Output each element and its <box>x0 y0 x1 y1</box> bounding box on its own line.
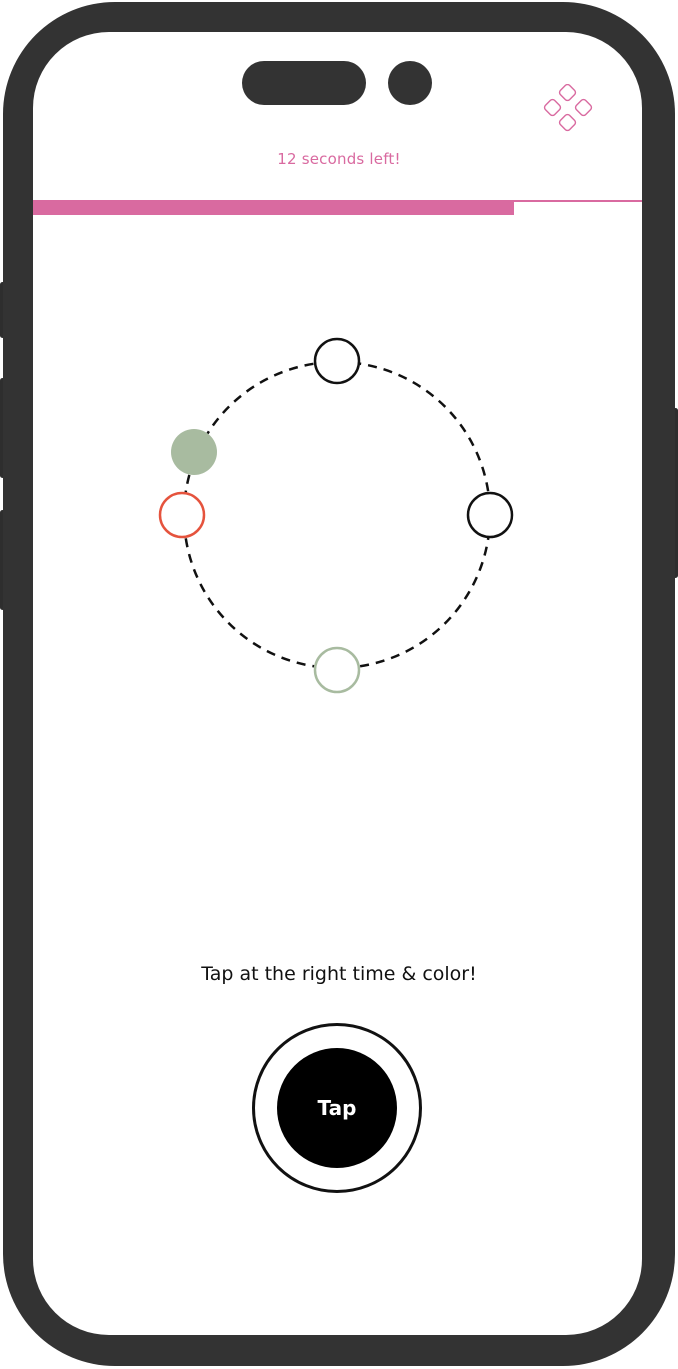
timing-ring <box>158 337 514 694</box>
marker-top <box>313 337 361 385</box>
dynamic-island <box>242 61 366 105</box>
instruction-text: Tap at the right time & color! <box>201 963 477 985</box>
marker-right <box>466 491 514 539</box>
side-button-left-2 <box>0 378 5 478</box>
marker-bottom <box>313 646 361 694</box>
side-button-left-3 <box>0 510 5 610</box>
tap-button[interactable]: Tap <box>277 1048 397 1168</box>
side-button-left-1 <box>0 282 5 338</box>
side-button-right <box>673 408 678 578</box>
progress-fill <box>33 201 514 215</box>
dashed-orbit <box>182 360 492 670</box>
moving-dot <box>171 429 217 475</box>
camera-dot <box>388 61 432 105</box>
four-diamonds-logo-icon[interactable] <box>540 84 596 136</box>
timer-text: 12 seconds left! <box>277 150 401 168</box>
marker-left <box>158 491 206 539</box>
